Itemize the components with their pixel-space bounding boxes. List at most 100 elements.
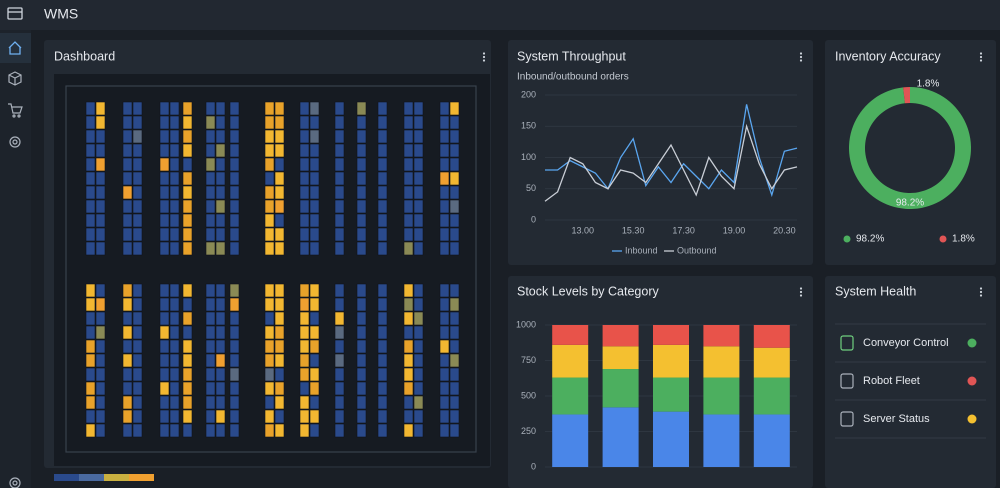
rack-cell: [95, 325, 106, 340]
rack-cell: [182, 423, 193, 438]
nav-settings[interactable]: [9, 136, 21, 148]
rack-cell: [403, 227, 414, 242]
rack-cell: [205, 297, 216, 312]
nav-home[interactable]: [8, 41, 22, 55]
panel-menu[interactable]: [799, 287, 803, 297]
rack-cell: [169, 311, 180, 326]
chart-subtitle: Inbound/outbound orders: [517, 72, 629, 83]
legend-dot: [939, 235, 947, 243]
rack-cell: [274, 311, 285, 326]
rack-cell: [122, 199, 133, 214]
rack-cell: [85, 409, 96, 424]
rack-cell: [299, 353, 310, 368]
rack-cell: [356, 423, 367, 438]
rack-cell: [413, 129, 424, 144]
app-title: WMS: [44, 6, 78, 22]
panel-menu[interactable]: [979, 287, 983, 297]
rack-cell: [299, 171, 310, 186]
rack-cell: [403, 311, 414, 326]
rack-cell: [229, 199, 240, 214]
rack-cell: [403, 199, 414, 214]
nav-settings-bottom[interactable]: [9, 477, 21, 488]
rack-cell: [229, 143, 240, 158]
rack-cell: [215, 213, 226, 228]
rack-cell: [132, 325, 143, 340]
rack-cell: [356, 227, 367, 242]
menu-icon[interactable]: [7, 7, 23, 20]
panel-title: System Throughput: [517, 49, 626, 63]
rack-cell: [439, 283, 450, 298]
rack-cell: [334, 171, 345, 186]
rack-cell: [449, 339, 460, 354]
rack-cell: [334, 129, 345, 144]
rack-cell: [85, 353, 96, 368]
rack-cell: [334, 353, 345, 368]
rack-cell: [449, 115, 460, 130]
nav-inventory[interactable]: [8, 71, 22, 86]
rack-cell: [85, 199, 96, 214]
rack-cell: [299, 283, 310, 298]
rack-cell: [413, 199, 424, 214]
rack-cell: [182, 101, 193, 116]
rack-cell: [309, 339, 320, 354]
rack-cell: [169, 157, 180, 172]
y-tick-label: 200: [521, 89, 536, 99]
rack-cell: [132, 353, 143, 368]
rack-cell: [403, 353, 414, 368]
panel-menu[interactable]: [979, 52, 983, 62]
rack-cell: [299, 157, 310, 172]
menu-dot: [482, 55, 486, 59]
rack-cell: [439, 409, 450, 424]
rack-cell: [403, 185, 414, 200]
rack-cell: [229, 339, 240, 354]
rack-cell: [182, 367, 193, 382]
rack-cell: [377, 101, 388, 116]
rack-cell: [169, 409, 180, 424]
rack-cell: [215, 283, 226, 298]
rack-cell: [309, 227, 320, 242]
rack-cell: [159, 171, 170, 186]
health-panel: [825, 276, 996, 488]
rack-cell: [169, 199, 180, 214]
rack-cell: [449, 409, 460, 424]
rack-cell: [95, 213, 106, 228]
rack-cell: [122, 311, 133, 326]
rack-cell: [413, 185, 424, 200]
y-tick-label: 250: [521, 426, 536, 436]
rack-cell: [309, 409, 320, 424]
rack-cell: [274, 395, 285, 410]
rack-cell: [403, 157, 414, 172]
rack-cell: [449, 101, 460, 116]
rack-cell: [299, 381, 310, 396]
rack-cell: [169, 185, 180, 200]
rack-cell: [309, 115, 320, 130]
rack-cell: [169, 213, 180, 228]
rack-cell: [439, 339, 450, 354]
rack-cell: [356, 129, 367, 144]
rack-cell: [403, 213, 414, 228]
slice-label: 1.8%: [917, 79, 940, 90]
rack-cell: [122, 101, 133, 116]
panel-menu[interactable]: [799, 52, 803, 62]
rack-cell: [334, 423, 345, 438]
rack-cell: [229, 115, 240, 130]
rack-cell: [356, 381, 367, 396]
menu-dot: [799, 55, 803, 59]
rack-cell: [274, 283, 285, 298]
bar-segment: [653, 344, 689, 378]
rack-cell: [95, 129, 106, 144]
rack-cell: [95, 283, 106, 298]
rack-cell: [413, 339, 424, 354]
rack-cell: [182, 395, 193, 410]
rack-cell: [215, 199, 226, 214]
rack-cell: [229, 367, 240, 382]
panel-menu[interactable]: [482, 52, 486, 62]
rack-cell: [334, 367, 345, 382]
nav-orders[interactable]: [8, 103, 23, 118]
slice-label: 98.2%: [896, 198, 924, 209]
rack-cell: [309, 283, 320, 298]
rack-cell: [356, 325, 367, 340]
rack-cell: [299, 213, 310, 228]
rack-cell: [309, 381, 320, 396]
x-tick-label: 19.00: [723, 225, 746, 235]
